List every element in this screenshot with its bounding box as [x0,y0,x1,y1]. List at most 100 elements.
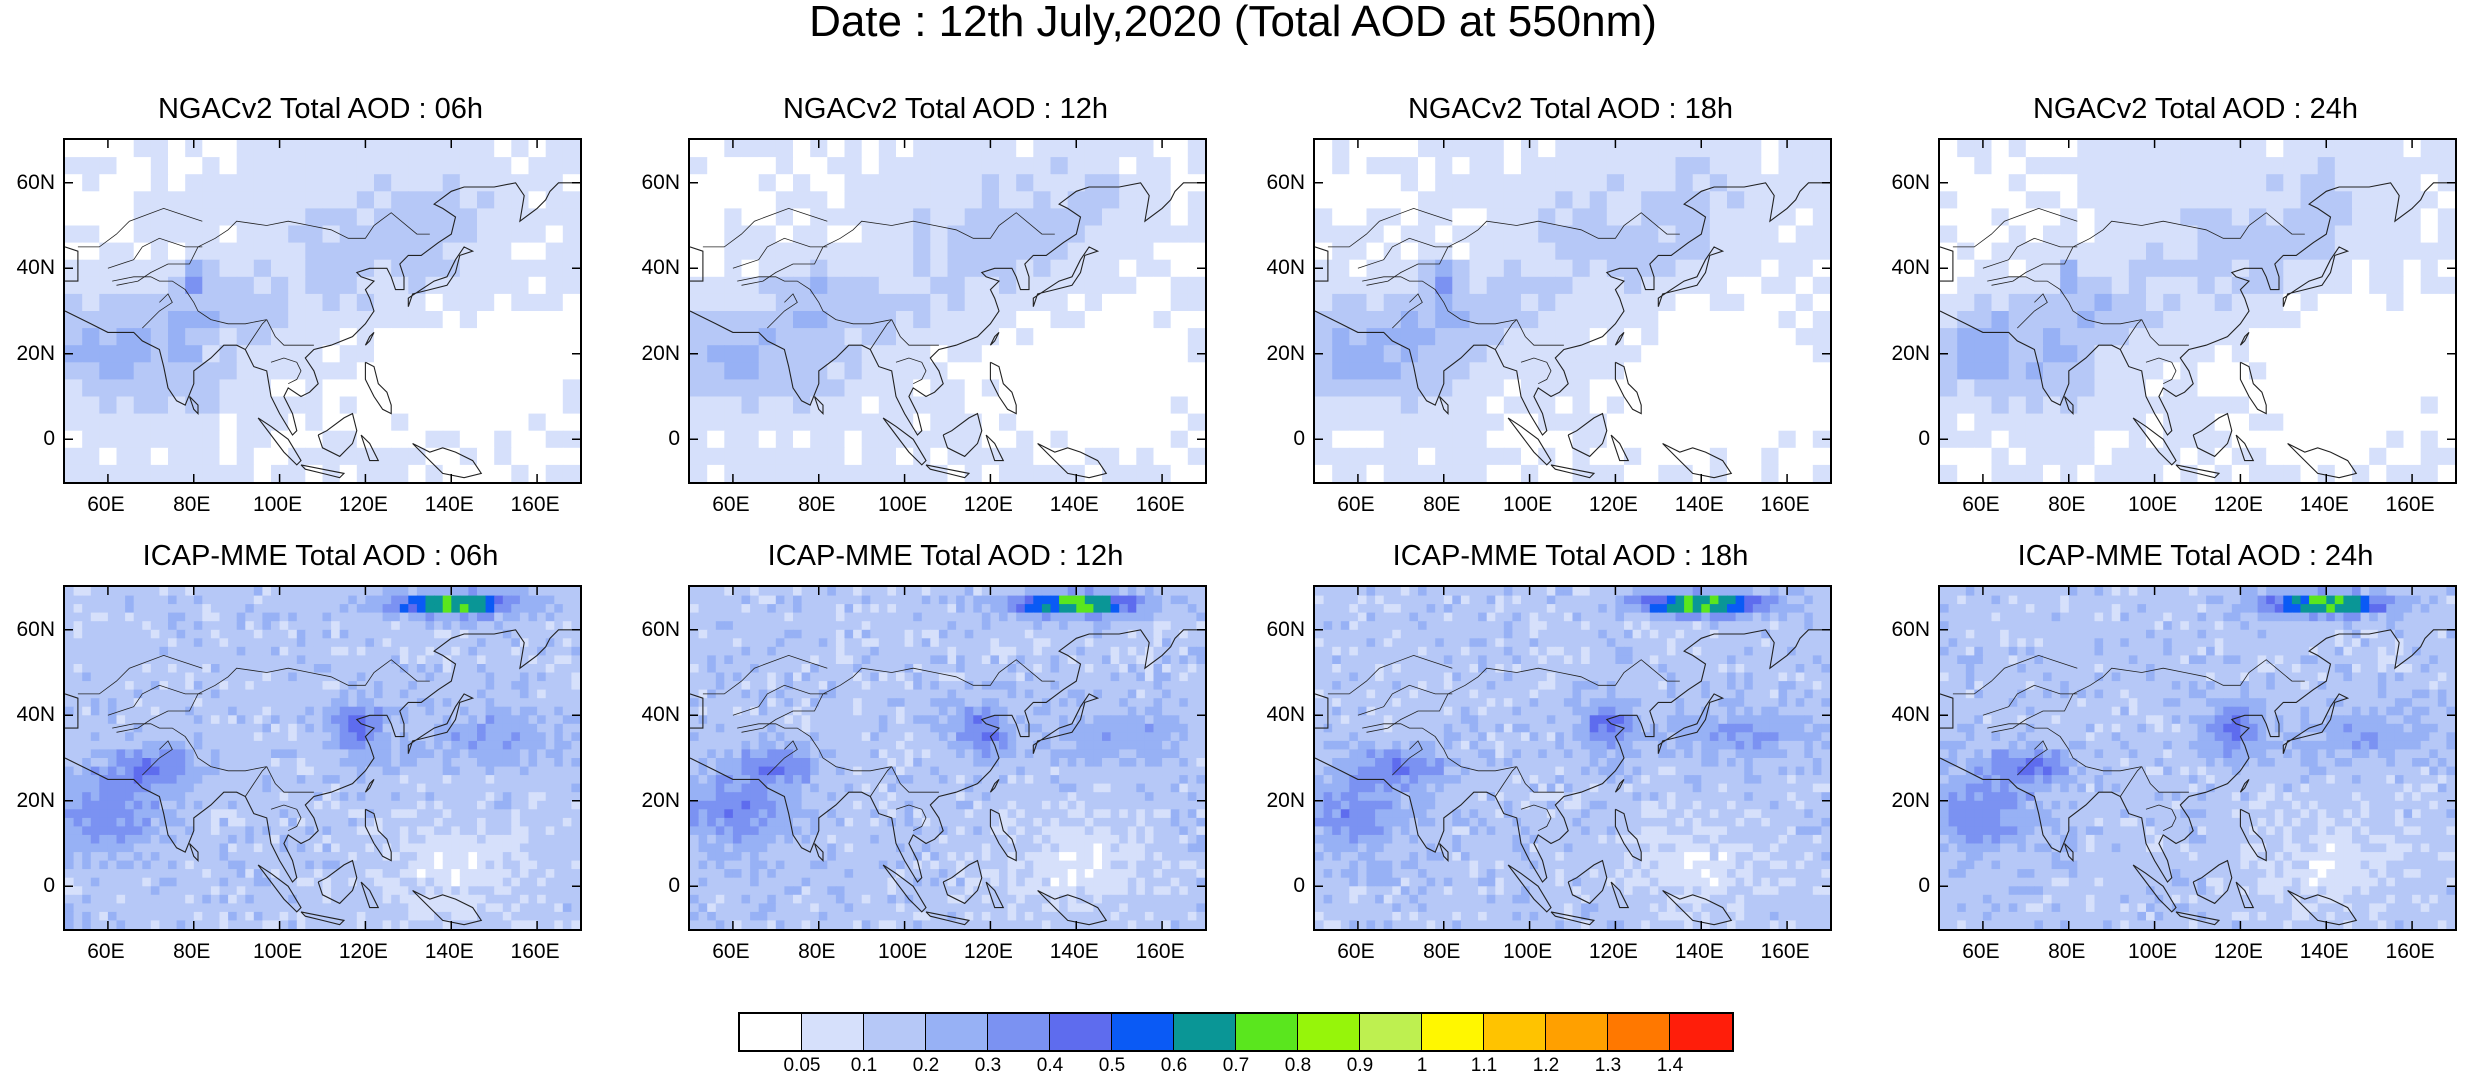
colorbar-label: 0.8 [1268,1056,1328,1076]
lon-tick-label: 160E [500,941,570,963]
aod-map-panel [1313,585,1832,931]
colorbar-label: 0.4 [1020,1056,1080,1076]
lon-tick-label: 120E [2203,494,2273,516]
lon-tick-label: 60E [1321,941,1391,963]
panel-title: NGACv2 Total AOD : 18h [1313,94,1828,124]
aod-colorbar [738,1012,1734,1052]
lat-tick-label: 60N [0,172,55,194]
colorbar-swatch [1484,1014,1546,1050]
colorbar-swatch [988,1014,1050,1050]
lon-tick-label: 140E [1039,494,1109,516]
colorbar-swatch [926,1014,988,1050]
panel-title: ICAP-MME Total AOD : 18h [1313,541,1828,571]
lat-tick-label: 0 [0,875,55,897]
lat-tick-label: 40N [624,704,680,726]
lon-tick-label: 100E [2118,941,2188,963]
colorbar-swatch [1298,1014,1360,1050]
colorbar-label: 0.2 [896,1056,956,1076]
lat-tick-label: 40N [0,704,55,726]
lon-tick-label: 80E [157,494,227,516]
lon-tick-label: 140E [1664,494,1734,516]
lon-tick-label: 120E [953,494,1023,516]
aod-map-panel [63,138,582,484]
lon-tick-label: 160E [500,494,570,516]
panel-title: NGACv2 Total AOD : 12h [688,94,1203,124]
colorbar-label: 1.4 [1640,1056,1700,1076]
lat-tick-label: 40N [1249,704,1305,726]
panel-title: NGACv2 Total AOD : 06h [63,94,578,124]
colorbar-label: 1 [1392,1056,1452,1076]
lat-tick-label: 0 [624,428,680,450]
lon-tick-label: 60E [1946,941,2016,963]
lon-tick-label: 120E [328,941,398,963]
colorbar-swatch [1050,1014,1112,1050]
aod-field [690,587,1205,929]
colorbar-label: 1.1 [1454,1056,1514,1076]
aod-field [690,140,1205,482]
aod-field [1940,140,2455,482]
lat-tick-label: 40N [0,257,55,279]
lon-tick-label: 140E [414,941,484,963]
lon-tick-label: 160E [2375,941,2445,963]
colorbar-swatch [1236,1014,1298,1050]
lat-tick-label: 20N [1874,790,1930,812]
lat-tick-label: 20N [1874,343,1930,365]
aod-field [1315,587,1830,929]
lat-tick-label: 20N [624,790,680,812]
aod-field [1940,587,2455,929]
colorbar-swatch [1112,1014,1174,1050]
lon-tick-label: 80E [782,941,852,963]
lon-tick-label: 140E [2289,494,2359,516]
lat-tick-label: 0 [0,428,55,450]
lon-tick-label: 80E [2032,941,2102,963]
lon-tick-label: 100E [1493,941,1563,963]
lat-tick-label: 20N [0,343,55,365]
panel-title: ICAP-MME Total AOD : 24h [1938,541,2453,571]
panel-title: ICAP-MME Total AOD : 12h [688,541,1203,571]
lat-tick-label: 60N [0,619,55,641]
lon-tick-label: 100E [2118,494,2188,516]
panel-title: NGACv2 Total AOD : 24h [1938,94,2453,124]
lon-tick-label: 160E [2375,494,2445,516]
colorbar-swatch [802,1014,864,1050]
aod-field [65,587,580,929]
lat-tick-label: 20N [1249,343,1305,365]
aod-map-panel [1313,138,1832,484]
lon-tick-label: 120E [328,494,398,516]
lon-tick-label: 80E [1407,494,1477,516]
colorbar-swatch [1422,1014,1484,1050]
lon-tick-label: 100E [1493,494,1563,516]
lon-tick-label: 60E [1321,494,1391,516]
figure-title: Date : 12th July,2020 (Total AOD at 550n… [0,0,2466,44]
lat-tick-label: 20N [1249,790,1305,812]
lon-tick-label: 160E [1750,941,1820,963]
lon-tick-label: 80E [157,941,227,963]
lon-tick-label: 100E [868,494,938,516]
lat-tick-label: 60N [1249,172,1305,194]
lat-tick-label: 40N [624,257,680,279]
lat-tick-label: 40N [1874,257,1930,279]
lon-tick-label: 80E [1407,941,1477,963]
colorbar-swatch [1608,1014,1670,1050]
lon-tick-label: 140E [1039,941,1109,963]
lon-tick-label: 140E [2289,941,2359,963]
aod-map-panel [688,585,1207,931]
colorbar-swatch [864,1014,926,1050]
lon-tick-label: 80E [782,494,852,516]
lon-tick-label: 120E [1578,494,1648,516]
colorbar-label: 0.1 [834,1056,894,1076]
lon-tick-label: 80E [2032,494,2102,516]
lat-tick-label: 60N [624,619,680,641]
aod-map-panel [688,138,1207,484]
lon-tick-label: 160E [1750,494,1820,516]
lon-tick-label: 100E [868,941,938,963]
lon-tick-label: 140E [414,494,484,516]
panel-title: ICAP-MME Total AOD : 06h [63,541,578,571]
lat-tick-label: 0 [1249,875,1305,897]
lat-tick-label: 40N [1874,704,1930,726]
lat-tick-label: 60N [624,172,680,194]
colorbar-swatch [1174,1014,1236,1050]
colorbar-label: 0.6 [1144,1056,1204,1076]
lat-tick-label: 20N [624,343,680,365]
lat-tick-label: 40N [1249,257,1305,279]
